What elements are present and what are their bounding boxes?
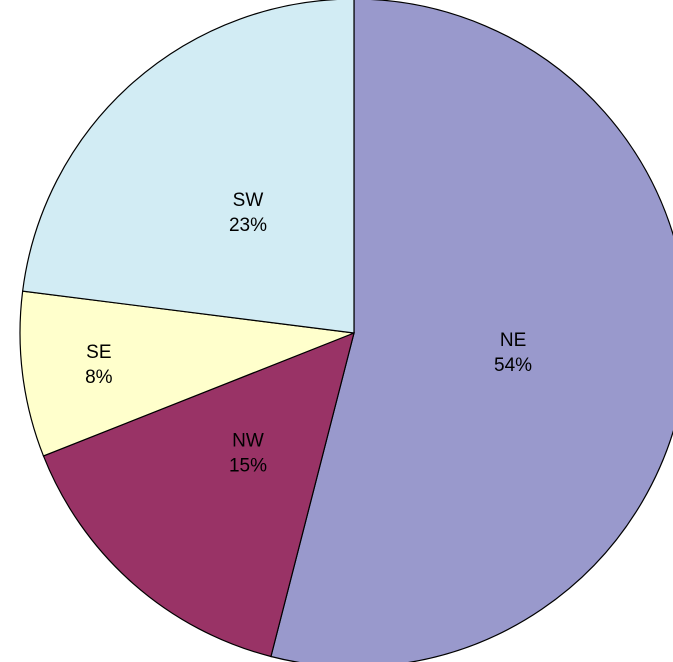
slice-label: NE: [500, 330, 526, 351]
slice-label: NW: [232, 430, 264, 451]
pie-slice: [270, 0, 673, 662]
pie-slice: [42, 332, 355, 658]
slice-value-label: 15%: [229, 455, 267, 476]
slice-label: SW: [233, 190, 264, 211]
slice-value-label: 8%: [85, 367, 113, 388]
pie-slice: [19, 290, 355, 457]
pie-slice: [21, 0, 355, 334]
slice-label: SE: [86, 342, 111, 363]
slice-value-label: 54%: [494, 355, 532, 376]
slice-value-label: 23%: [229, 215, 267, 236]
